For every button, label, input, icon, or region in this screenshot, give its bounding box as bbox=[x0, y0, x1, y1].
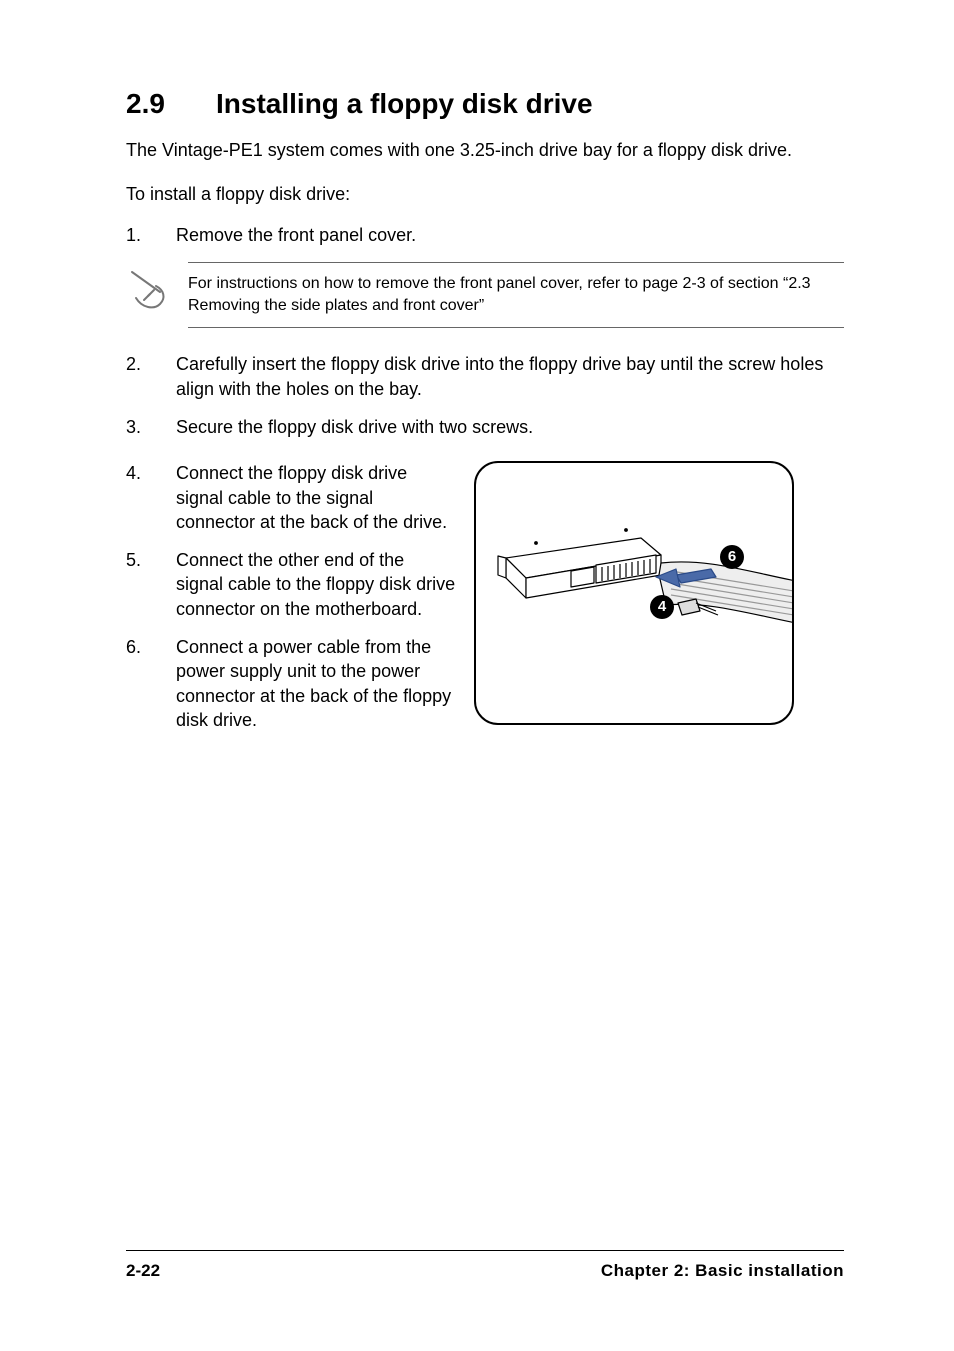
step-number: 6. bbox=[126, 635, 176, 732]
lead-sentence: To install a floppy disk drive: bbox=[126, 184, 844, 205]
step-text: Connect the floppy disk drive signal cab… bbox=[176, 461, 456, 534]
section-heading: 2.9 Installing a floppy disk drive bbox=[126, 88, 844, 120]
note-text: For instructions on how to remove the fr… bbox=[188, 262, 844, 329]
steps-with-figure: 4. Connect the floppy disk drive signal … bbox=[126, 461, 844, 746]
page-number: 2-22 bbox=[126, 1261, 160, 1281]
document-page: 2.9 Installing a floppy disk drive The V… bbox=[0, 0, 954, 1351]
step-number: 5. bbox=[126, 548, 176, 621]
step-number: 3. bbox=[126, 415, 176, 439]
step-2: 2. Carefully insert the floppy disk driv… bbox=[126, 352, 844, 401]
step-5: 5. Connect the other end of the signal c… bbox=[126, 548, 456, 621]
chapter-title: Chapter 2: Basic installation bbox=[601, 1261, 844, 1281]
step-number: 2. bbox=[126, 352, 176, 401]
step-6: 6. Connect a power cable from the power … bbox=[126, 635, 456, 732]
step-number: 1. bbox=[126, 223, 176, 247]
floppy-drive-figure: 6 4 bbox=[474, 461, 794, 725]
step-text: Connect the other end of the signal cabl… bbox=[176, 548, 456, 621]
figure-column: 6 4 bbox=[474, 461, 844, 725]
note-box: For instructions on how to remove the fr… bbox=[126, 262, 844, 329]
section-number: 2.9 bbox=[126, 88, 216, 120]
step-number: 4. bbox=[126, 461, 176, 534]
steps-column: 4. Connect the floppy disk drive signal … bbox=[126, 461, 456, 746]
intro-paragraph: The Vintage-PE1 system comes with one 3.… bbox=[126, 138, 844, 162]
step-text: Secure the floppy disk drive with two sc… bbox=[176, 415, 844, 439]
step-text: Remove the front panel cover. bbox=[176, 223, 844, 247]
step-1: 1. Remove the front panel cover. bbox=[126, 223, 844, 247]
section-title: Installing a floppy disk drive bbox=[216, 88, 593, 120]
note-hand-icon bbox=[126, 262, 188, 315]
floppy-drive-illustration bbox=[476, 463, 794, 725]
step-text: Carefully insert the floppy disk drive i… bbox=[176, 352, 844, 401]
page-footer: 2-22 Chapter 2: Basic installation bbox=[126, 1250, 844, 1281]
step-4: 4. Connect the floppy disk drive signal … bbox=[126, 461, 456, 534]
step-text: Connect a power cable from the power sup… bbox=[176, 635, 456, 732]
step-3: 3. Secure the floppy disk drive with two… bbox=[126, 415, 844, 439]
